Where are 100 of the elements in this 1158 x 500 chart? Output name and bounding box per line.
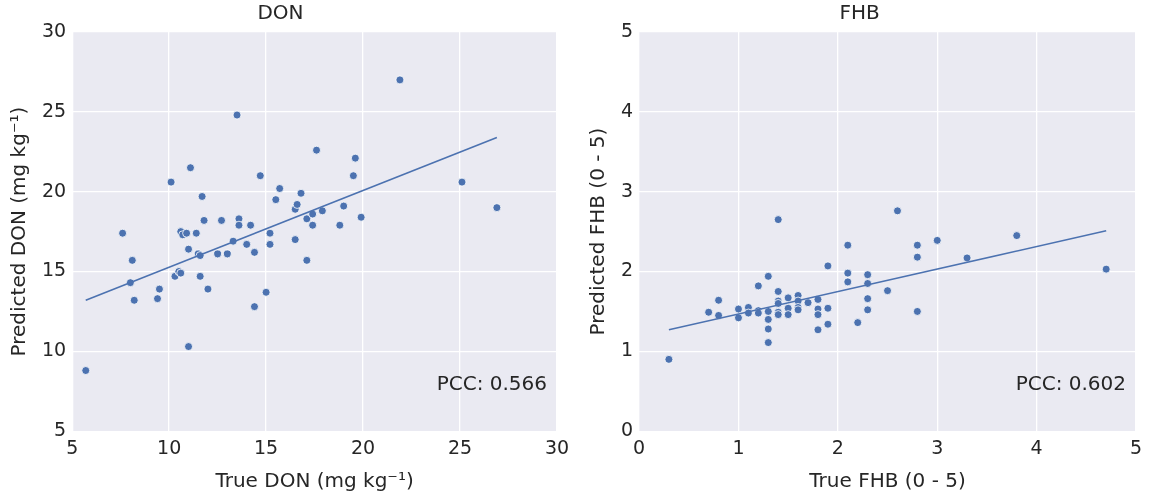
point: [242, 239, 252, 249]
point: [912, 307, 922, 316]
point: [255, 171, 265, 181]
point: [261, 287, 271, 297]
point: [753, 281, 763, 291]
point: [217, 216, 226, 225]
point: [773, 287, 783, 296]
x-axis-title: True FHB (0 - 5): [808, 468, 966, 493]
point: [863, 294, 873, 304]
point: [803, 298, 813, 308]
point: [271, 195, 281, 205]
point: [155, 284, 164, 294]
point: [714, 311, 723, 320]
point: [763, 271, 773, 281]
point: [863, 305, 873, 315]
point: [153, 294, 162, 304]
point: [773, 215, 783, 225]
point: [492, 203, 502, 213]
point: [222, 249, 232, 259]
point: [763, 338, 773, 347]
x-tick-label: 1: [732, 435, 745, 458]
point: [302, 255, 312, 265]
x-axis-title: True DON (mg kg⁻¹): [214, 468, 414, 493]
y-tick-label: 3: [620, 178, 634, 201]
point: [704, 307, 714, 317]
point: [813, 325, 823, 335]
y-tick-label: 10: [41, 338, 67, 361]
point: [265, 228, 275, 238]
point: [191, 228, 201, 238]
point: [1012, 231, 1022, 240]
x-tick-label: 3: [931, 435, 944, 458]
x-tick-label: 2: [831, 435, 844, 458]
y-tick-label: 5: [54, 418, 67, 441]
point: [457, 177, 467, 187]
point: [863, 279, 873, 288]
point: [292, 200, 302, 209]
point: [1101, 264, 1111, 274]
point: [714, 295, 723, 305]
chart-title: FHB: [839, 0, 880, 25]
point: [783, 293, 793, 303]
point: [308, 209, 318, 219]
point: [763, 307, 773, 316]
point: [186, 163, 195, 173]
point: [813, 310, 823, 320]
point: [317, 206, 327, 216]
point: [195, 271, 205, 281]
x-tick-label: 15: [254, 435, 279, 458]
point: [823, 261, 833, 271]
x-tick-label: 25: [447, 435, 473, 458]
x-tick-label: 20: [350, 435, 376, 458]
point: [250, 247, 259, 257]
point: [664, 354, 674, 364]
point: [734, 313, 743, 323]
x-tick-label: 5: [1129, 435, 1143, 458]
y-tick-label: 5: [620, 18, 634, 41]
point: [893, 206, 902, 216]
point: [290, 235, 300, 244]
point: [339, 201, 349, 211]
point: [734, 304, 743, 314]
x-tick-label: 30: [544, 435, 570, 458]
point: [203, 284, 213, 294]
point: [813, 295, 823, 304]
point: [184, 342, 193, 351]
point: [234, 220, 244, 230]
y-tick-label: 1: [620, 338, 634, 361]
point: [232, 110, 242, 120]
y-axis-title: Predicted FHB (0 - 5): [585, 127, 610, 336]
y-tick-label: 30: [41, 18, 67, 41]
point: [308, 220, 318, 230]
point: [213, 249, 223, 259]
x-tick-label: 4: [1030, 435, 1043, 458]
y-axis-title: Predicted DON (mg kg⁻¹): [6, 106, 31, 357]
point: [350, 153, 360, 163]
point: [783, 310, 793, 320]
point: [912, 252, 922, 262]
point: [302, 214, 312, 224]
y-tick-label: 25: [41, 98, 67, 121]
y-tick-label: 20: [41, 178, 67, 201]
point: [348, 171, 358, 181]
point: [853, 318, 863, 328]
point: [166, 177, 176, 187]
y-tick-label: 15: [41, 258, 67, 281]
point: [356, 212, 366, 222]
y-tick-label: 2: [620, 258, 634, 281]
point: [199, 216, 209, 225]
point: [265, 239, 275, 249]
point: [395, 75, 405, 85]
y-tick-label: 0: [620, 418, 634, 441]
point: [843, 240, 853, 250]
point: [843, 268, 853, 278]
point: [863, 270, 873, 280]
point: [197, 192, 207, 201]
point: [763, 315, 773, 324]
point: [81, 366, 91, 375]
point: [250, 302, 259, 312]
y-tick-label: 4: [620, 98, 634, 121]
point: [335, 220, 345, 230]
point: [962, 253, 972, 263]
annotation: PCC: 0.602: [1015, 371, 1126, 396]
point: [246, 220, 255, 230]
